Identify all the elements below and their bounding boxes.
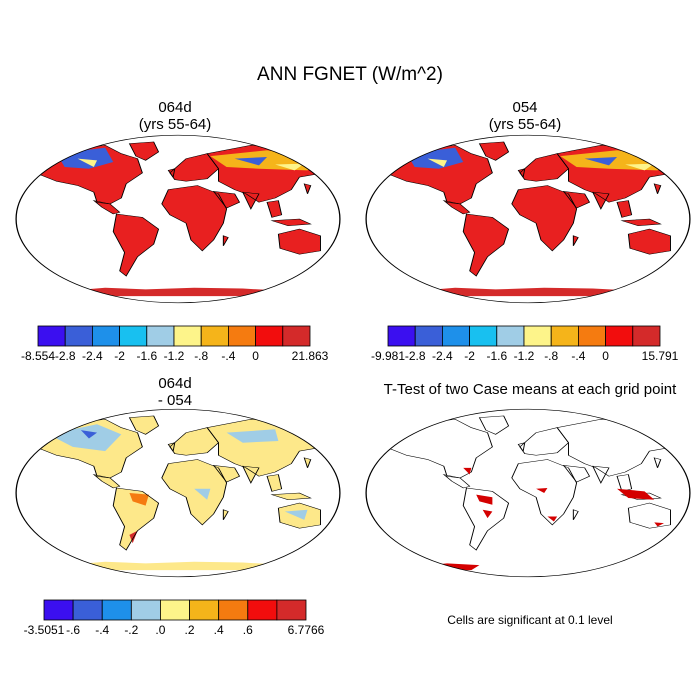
colorbar-054-svg: -9.981 -2.8 -2.4 -2 -1.6 -1.2 -.8 -.4 0 15.791 <box>371 325 679 363</box>
colorbar-difference: -3.5051 -.6 -.4 -.2 .0 .2 .4 .6 6.7766 <box>24 599 325 640</box>
colorbar-2-label-2: -.4 <box>95 623 109 637</box>
map-panel-difference <box>15 408 341 578</box>
colorbar-1-label-8: 0 <box>602 349 609 363</box>
colorbar-1-swatch-3 <box>469 325 498 347</box>
colorbar-0-swatch-3 <box>119 325 148 347</box>
colorbar-0-swatch-4 <box>146 325 175 347</box>
colorbar-1-label-2: -2.4 <box>432 349 453 363</box>
colorbar-1-swatch-0 <box>387 325 416 347</box>
panel-title-1-line1: 064d <box>158 99 192 116</box>
colorbar-0-label-5: -1.2 <box>164 349 185 363</box>
panel-title-2-line2: (yrs 55-64) <box>488 116 562 133</box>
colorbar-2-swatch-5 <box>189 599 220 621</box>
colorbar-0-label-8: 0 <box>252 349 259 363</box>
colorbar-0-label-3: -2 <box>114 349 125 363</box>
colorbar-1-label-3: -2 <box>464 349 475 363</box>
colorbar-1-swatch-6 <box>550 325 579 347</box>
colorbar-2-swatch-6 <box>218 599 249 621</box>
colorbar-1-swatch-9 <box>632 325 661 347</box>
map-panel-054 <box>365 134 691 304</box>
colorbar-2-label-4: .0 <box>155 623 165 637</box>
panel-title-1: 064d (yrs 55-64) <box>75 99 275 133</box>
colorbar-1-swatch-4 <box>496 325 525 347</box>
colorbar-2-swatch-8 <box>276 599 307 621</box>
colorbar-1-label-1: -2.8 <box>405 349 426 363</box>
colorbar-1-label-7: -.4 <box>571 349 585 363</box>
colorbar-2-label-1: -.6 <box>66 623 80 637</box>
colorbar-2-label-7: .6 <box>243 623 253 637</box>
colorbar-2-label-0: -3.5051 <box>24 623 65 637</box>
colorbar-0-swatch-9 <box>282 325 311 347</box>
colorbar-1-label-4: -1.6 <box>486 349 507 363</box>
map-panel-064d <box>15 134 341 304</box>
colorbar-0-label-4: -1.6 <box>136 349 157 363</box>
colorbar-1-label-5: -1.2 <box>514 349 535 363</box>
colorbar-2-swatch-3 <box>130 599 161 621</box>
figure-title: ANN FGNET (W/m^2) <box>257 64 443 85</box>
panel-title-3-line2: - 054 <box>157 392 193 409</box>
colorbar-1-swatch-7 <box>577 325 606 347</box>
colorbar-1-label-0: -9.981 <box>371 349 405 363</box>
colorbar-2-label-6: .4 <box>214 623 224 637</box>
panel-title-2-line1: 054 <box>512 99 538 116</box>
colorbar-0-swatch-0 <box>37 325 66 347</box>
colorbar-2-swatch-2 <box>101 599 132 621</box>
colorbar-2-label-8: 6.7766 <box>288 623 325 637</box>
colorbar-1-label-9: 15.791 <box>642 349 679 363</box>
colorbar-0-label-9: 21.863 <box>292 349 329 363</box>
colorbar-2-label-5: .2 <box>185 623 195 637</box>
colorbar-difference-svg: -3.5051 -.6 -.4 -.2 .0 .2 .4 .6 6.7766 <box>24 599 325 637</box>
colorbar-1-swatch-5 <box>523 325 552 347</box>
panel-title-3: 064d - 054 <box>75 375 275 409</box>
map-panel-ttest <box>365 408 691 578</box>
colorbar-0-swatch-2 <box>92 325 121 347</box>
panel-title-3-line1: 064d <box>158 375 192 392</box>
colorbar-2-label-3: -.2 <box>124 623 138 637</box>
colorbar-2-swatch-4 <box>160 599 190 621</box>
colorbar-1-swatch-1 <box>414 325 443 347</box>
colorbar-064d: -8.554 -2.8 -2.4 -2 -1.6 -1.2 -.8 -.4 0 21.863 <box>21 325 329 366</box>
colorbar-1-swatch-8 <box>605 325 634 347</box>
panel-title-2: 054 (yrs 55-64) <box>425 99 625 133</box>
colorbar-0-label-7: -.4 <box>221 349 235 363</box>
colorbar-0-swatch-5 <box>173 325 202 347</box>
colorbar-0-swatch-6 <box>200 325 229 347</box>
significance-note: Cells are significant at 0.1 level <box>447 613 613 627</box>
colorbar-2-swatch-7 <box>247 599 278 621</box>
colorbar-0-label-0: -8.554 <box>21 349 55 363</box>
colorbar-0-label-1: -2.8 <box>55 349 76 363</box>
colorbar-2-swatch-1 <box>72 599 103 621</box>
colorbar-0-swatch-1 <box>64 325 93 347</box>
colorbar-0-label-6: -.8 <box>194 349 208 363</box>
colorbar-0-label-2: -2.4 <box>82 349 103 363</box>
panel-title-1-line2: (yrs 55-64) <box>138 116 212 133</box>
colorbar-2-swatch-0 <box>43 599 74 621</box>
colorbar-1-swatch-2 <box>442 325 471 347</box>
colorbar-1-label-6: -.8 <box>544 349 558 363</box>
colorbar-0-swatch-8 <box>255 325 284 347</box>
colorbar-054: -9.981 -2.8 -2.4 -2 -1.6 -1.2 -.8 -.4 0 15.791 <box>371 325 679 366</box>
colorbar-064d-svg: -8.554 -2.8 -2.4 -2 -1.6 -1.2 -.8 -.4 0 21.863 <box>21 325 329 363</box>
colorbar-0-swatch-7 <box>227 325 256 347</box>
panel-title-4: T-Test of two Case means at each grid po… <box>383 381 677 398</box>
